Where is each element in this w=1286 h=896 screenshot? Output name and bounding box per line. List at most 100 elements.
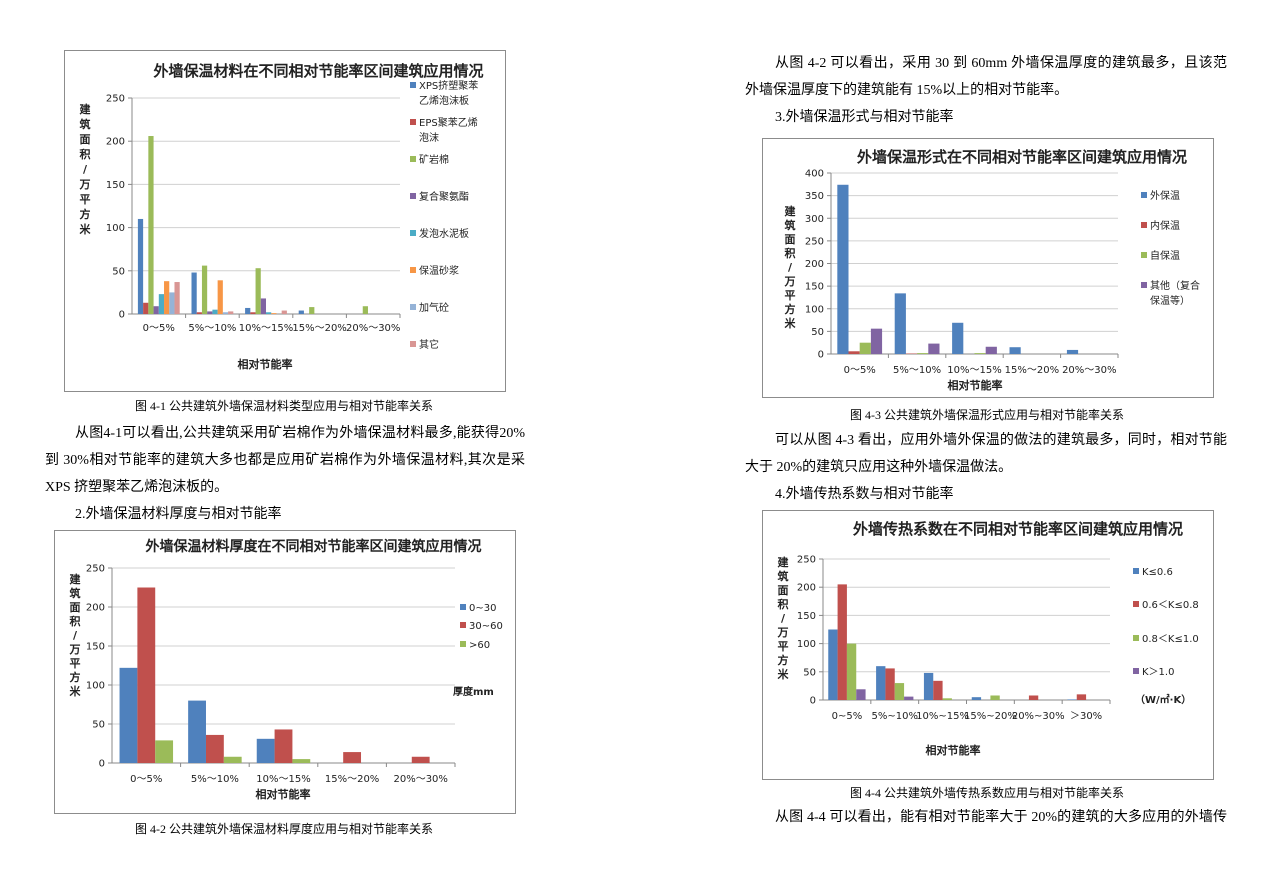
y-tick-label: 250 (106, 94, 125, 105)
figure-4-1-caption: 图 4-1 公共建筑外墙保温材料类型应用与相对节能率关系 (135, 399, 433, 413)
legend-label: 30~60 (469, 621, 503, 632)
y-tick-label: 150 (86, 642, 105, 653)
bar (228, 311, 234, 314)
bar (309, 307, 315, 314)
bar (856, 689, 866, 700)
bar (174, 282, 180, 314)
legend-label: 复合聚氨酯 (419, 190, 469, 203)
bar (828, 629, 838, 700)
bar (222, 312, 229, 314)
y-tick-label: 200 (86, 603, 105, 614)
bar (411, 756, 430, 763)
chart-svg: 外墙保温形式在不同相对节能率区间建筑应用情况 0 50 100 150 200 250 300… (784, 148, 1201, 392)
bar (1076, 694, 1087, 700)
figure-4-3-caption: 图 4-3 公共建筑外墙保温形式应用与相对节能率关系 (850, 408, 1124, 422)
bar (119, 667, 138, 763)
bar (894, 683, 905, 700)
y-tick-label: 100 (805, 304, 824, 315)
legend-swatch (1141, 192, 1147, 198)
bar (933, 680, 943, 700)
x-tick-label: 15%~20% (964, 711, 1017, 722)
y-tick-label: 400 (805, 169, 824, 180)
legend-label: 0.6＜K≤0.8 (1142, 600, 1199, 611)
bar (153, 306, 159, 314)
bar (266, 312, 272, 314)
section-heading-2: 2.外墙保温材料厚度与相对节能率 (75, 507, 282, 522)
x-axis-label: 相对节能率 (926, 743, 981, 757)
bar (191, 272, 197, 314)
x-tick-label: 10%～15% (256, 774, 310, 785)
x-tick-label: 0~5% (832, 711, 863, 722)
bar (904, 696, 914, 700)
bar (274, 729, 293, 763)
y-axis-label: 建筑面积/万平方米 (69, 572, 82, 698)
y-tick-label: 250 (805, 236, 824, 247)
figure-4-4-caption: 图 4-4 公共建筑外墙传热系数应用与相对节能率关系 (850, 786, 1124, 800)
legend-swatch (410, 193, 416, 199)
legend-swatch (410, 230, 416, 236)
bar (207, 311, 213, 314)
chart-svg: 外墙传热系数在不同相对节能率区间建筑应用情况 0 50 100 150 200 250 建筑面… (777, 520, 1199, 757)
y-tick-label: 300 (805, 214, 824, 225)
bar (245, 307, 251, 314)
figure-4-2-caption: 图 4-2 公共建筑外墙保温材料厚度应用与相对节能率关系 (135, 822, 433, 836)
bar (143, 302, 149, 314)
x-axis-label: 相对节能率 (256, 787, 311, 801)
x-tick-label: 15%～20% (325, 774, 379, 785)
paragraph-line: 从图 4-2 可以看出，采用 30 到 60mm 外墙保温厚度的建筑最多，且该范… (775, 56, 1227, 71)
paragraph-line: 从图 4-4 可以看出，能有相对节能率大于 20%的建筑的大多应用的外墙传热 (775, 810, 1227, 825)
x-tick-label: 5%～10% (188, 323, 236, 334)
bar (271, 313, 277, 314)
paragraph-line: 外墙保温厚度下的建筑能有 15%以上的相对节能率。 (745, 83, 1069, 98)
bar (917, 353, 929, 354)
chart-svg: 外墙保温材料在不同相对节能率区间建筑应用情况 0 50 100 150 200 250 建筑面… (79, 62, 484, 371)
y-tick-label: 200 (106, 137, 125, 148)
x-axis-label: 相对节能率 (238, 357, 293, 371)
x-tick-label: 10%～15% (947, 365, 1001, 376)
chart-title: 外墙保温形式在不同相对节能率区间建筑应用情况 (856, 148, 1187, 166)
bar (846, 643, 857, 700)
bar (362, 306, 368, 314)
y-tick-label: 50 (811, 327, 824, 338)
bar (1009, 347, 1021, 354)
bar (971, 697, 982, 700)
chart-insulation-thickness: 外墙保温材料厚度在不同相对节能率区间建筑应用情况 0 50 100 150 200 250 建… (54, 530, 516, 814)
legend-label: XPS挤塑聚苯乙烯泡沫板 (419, 79, 478, 107)
bar (923, 672, 934, 700)
legend-label: 内保温 (1150, 219, 1180, 232)
bar (223, 756, 242, 763)
x-tick-label: ＞30% (1070, 711, 1102, 722)
legend-label: EPS聚苯乙烯泡沫 (419, 116, 478, 144)
bar (169, 292, 175, 314)
y-tick-label: 150 (106, 180, 125, 191)
bar (188, 700, 206, 763)
y-axis-label: 建筑面积/万平方米 (784, 204, 797, 330)
legend-title: （W/㎡·K） (1135, 693, 1191, 706)
y-tick-label: 50 (803, 667, 816, 678)
y-tick-label: 150 (797, 611, 816, 622)
legend-label: 保温砂浆 (419, 264, 459, 277)
bar (990, 695, 1000, 700)
y-tick-label: 50 (92, 720, 105, 731)
bar (217, 280, 223, 314)
legend-swatch (460, 641, 466, 647)
bar (201, 265, 208, 314)
section-heading-4: 4.外墙传热系数与相对节能率 (775, 487, 954, 502)
paragraph-line: 到 30%相对节能率的建筑大多也都是应用矿岩棉作为外墙保温材料,其次是采用 (45, 453, 525, 468)
x-tick-label: 20%～30% (393, 774, 447, 785)
bar (894, 293, 906, 354)
x-tick-label: 0～5% (143, 323, 175, 334)
chart-svg: 外墙保温材料厚度在不同相对节能率区间建筑应用情况 0 50 100 150 200 250 建… (69, 538, 503, 801)
bar (260, 298, 266, 314)
legend-label: 外保温 (1150, 189, 1180, 202)
x-tick-label: 0～5% (130, 774, 162, 785)
legend-label: >60 (469, 640, 490, 651)
chart-heat-transfer-coefficient: 外墙传热系数在不同相对节能率区间建筑应用情况 0 50 100 150 200 250 建筑面… (762, 510, 1214, 780)
bar (928, 343, 940, 354)
chart-title: 外墙传热系数在不同相对节能率区间建筑应用情况 (852, 520, 1183, 538)
bar (292, 759, 311, 763)
bar (942, 698, 952, 700)
x-tick-label: 10%~15% (916, 711, 969, 722)
legend-swatch (410, 267, 416, 273)
